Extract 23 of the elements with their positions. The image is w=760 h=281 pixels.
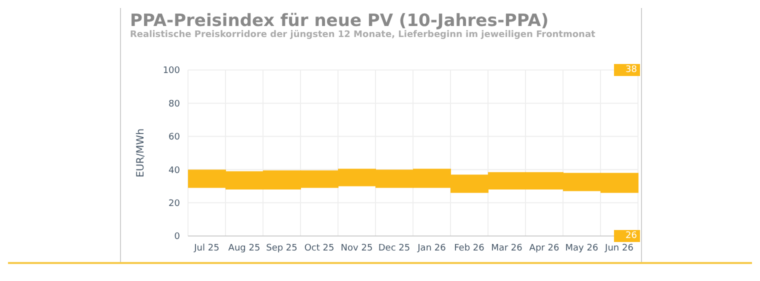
y-tick-label: 40 [168,166,180,176]
y-tick-label: 100 [162,66,180,76]
x-tick-label: Nov 25 [340,243,373,254]
annotation: 26 [614,230,640,242]
x-tick-label: Jun 26 [604,243,634,254]
y-axis-title: EUR/MWh [136,128,147,178]
annotation: 38 [614,64,640,76]
y-tick-label: 20 [168,198,180,209]
x-tick-label: Feb 26 [454,243,485,254]
x-tick-label: Apr 26 [529,243,560,254]
chart-subtitle: Realistische Preiskorridore der jüngsten 12 Monate, Lieferbeginn im jeweiligen Frontmonat [130,30,596,40]
y-tick-label: 0 [174,232,180,242]
x-tick-label: Dec 25 [378,243,410,254]
chart-title: PPA-Preisindex für neue PV (10-Jahres-PPA) [130,11,549,31]
x-tick-label: Sep 25 [266,243,298,254]
x-tick-label: Aug 25 [228,243,260,254]
x-tick-label: Jul 25 [193,243,220,254]
x-tick-label: Mar 26 [491,243,523,254]
y-tick-label: 60 [168,132,180,143]
x-tick-label: May 26 [565,243,598,254]
x-tick-label: Jan 26 [416,243,446,254]
y-tick-label: 80 [168,99,180,110]
x-tick-label: Oct 25 [304,243,334,254]
